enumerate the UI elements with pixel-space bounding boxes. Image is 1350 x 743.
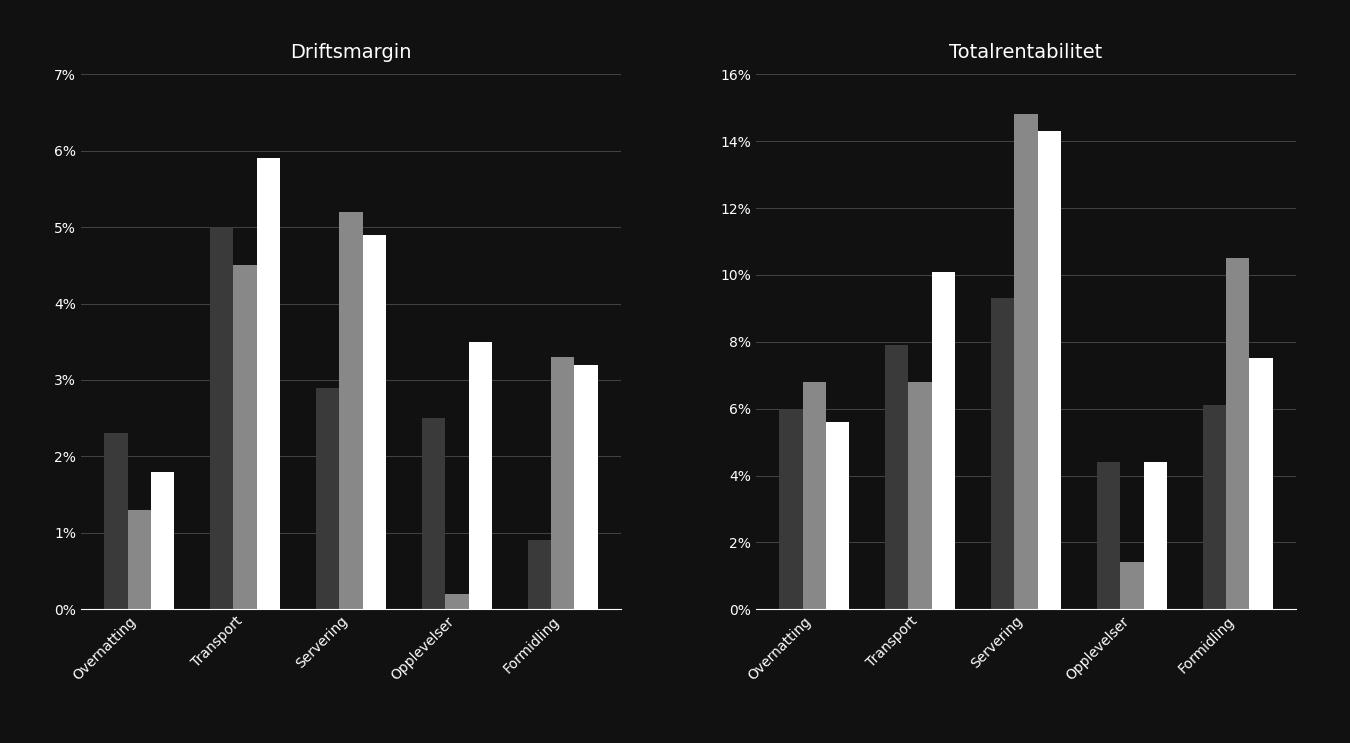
Bar <box>826 422 849 609</box>
Bar <box>363 235 386 609</box>
Bar <box>1120 562 1143 609</box>
Bar <box>104 433 128 609</box>
Bar <box>256 158 279 609</box>
Bar <box>886 345 909 609</box>
Bar <box>1014 114 1038 609</box>
Title: Totalrentabilitet: Totalrentabilitet <box>949 42 1103 62</box>
Bar <box>468 342 491 609</box>
Bar <box>931 272 954 609</box>
Bar <box>316 388 339 609</box>
Bar <box>1226 259 1249 609</box>
Bar <box>234 265 256 609</box>
Bar <box>909 382 931 609</box>
Title: Driftsmargin: Driftsmargin <box>290 42 412 62</box>
Bar <box>574 365 598 609</box>
Bar <box>211 227 234 609</box>
Bar <box>423 418 446 609</box>
Bar <box>991 298 1014 609</box>
Bar <box>803 382 826 609</box>
Bar <box>446 594 468 609</box>
Bar <box>1249 359 1273 609</box>
Bar <box>528 540 551 609</box>
Bar <box>779 409 803 609</box>
Bar <box>339 212 363 609</box>
Bar <box>1098 462 1120 609</box>
Bar <box>128 510 151 609</box>
Bar <box>1203 406 1226 609</box>
Bar <box>151 472 174 609</box>
Bar <box>551 357 574 609</box>
Bar <box>1143 462 1166 609</box>
Bar <box>1038 132 1061 609</box>
